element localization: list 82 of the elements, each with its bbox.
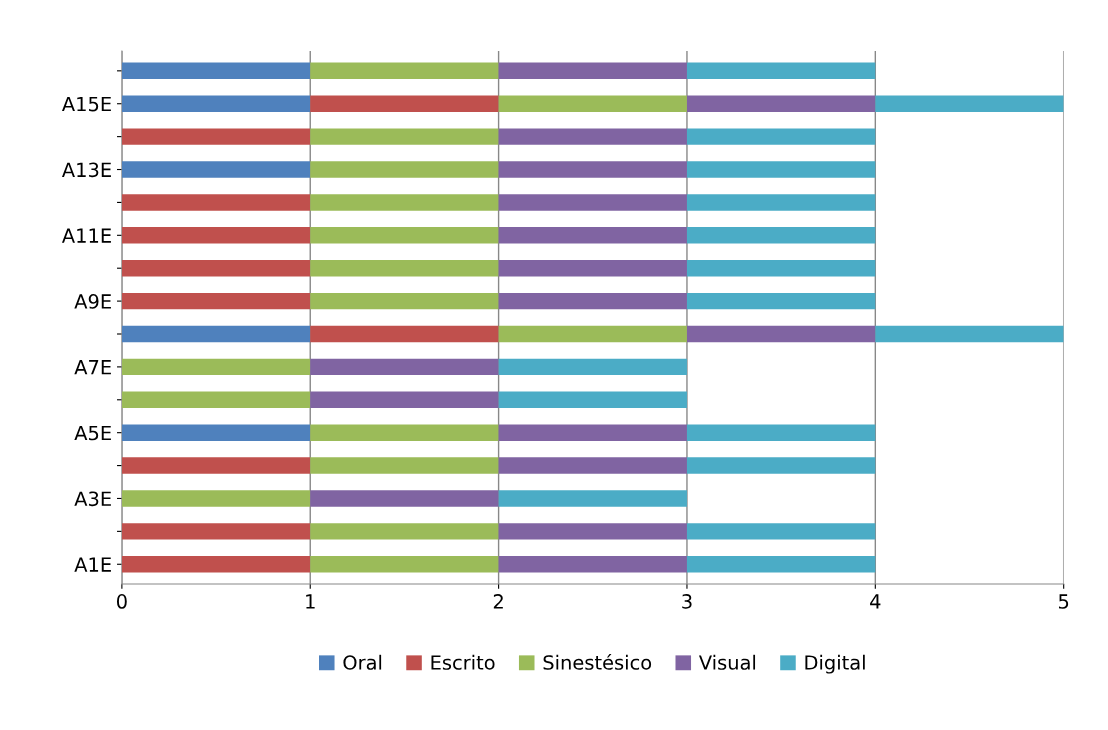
bar — [121, 95, 311, 112]
bar — [121, 292, 311, 310]
bar — [310, 457, 499, 474]
bar — [310, 128, 499, 145]
bar — [686, 325, 876, 343]
bar — [310, 424, 499, 441]
bar — [498, 227, 687, 244]
bar — [686, 292, 876, 310]
bar — [875, 95, 1064, 112]
bar — [686, 95, 876, 112]
bar — [310, 391, 499, 409]
bar — [498, 490, 687, 507]
bar — [121, 259, 311, 277]
bar — [310, 292, 499, 310]
bar — [498, 358, 687, 376]
bar — [498, 424, 687, 441]
bar — [121, 490, 311, 507]
bar — [498, 325, 687, 343]
bar — [686, 62, 876, 80]
bar — [686, 523, 876, 540]
bar — [686, 227, 876, 244]
bar — [498, 161, 687, 178]
bar — [686, 424, 876, 441]
y-tick-label: A5E — [74, 425, 111, 441]
bar — [498, 62, 687, 80]
bar — [310, 161, 499, 178]
legend-label: Oral — [343, 654, 382, 670]
bar — [498, 95, 687, 112]
x-tick-label: 5 — [1059, 594, 1069, 609]
bar — [310, 490, 499, 507]
bar — [875, 325, 1064, 343]
bar — [498, 457, 687, 474]
legend-label: Sinestésico — [543, 654, 652, 670]
bar — [121, 62, 311, 80]
bar — [686, 457, 876, 474]
bar — [121, 194, 311, 211]
bar — [121, 556, 311, 573]
bar — [686, 161, 876, 178]
bar — [498, 194, 687, 211]
bar — [121, 358, 311, 376]
bar — [498, 259, 687, 277]
y-tick-label: A15E — [61, 96, 111, 112]
legend-label: Digital — [805, 654, 865, 674]
y-tick-label: A11E — [61, 228, 111, 243]
legend-label: Escrito — [431, 654, 495, 670]
bar — [310, 227, 499, 244]
bar — [498, 523, 687, 540]
x-tick-label: 4 — [870, 594, 881, 609]
bar — [121, 424, 311, 441]
bar — [686, 128, 876, 145]
bar — [310, 523, 499, 540]
bar — [121, 325, 311, 343]
bar — [121, 457, 311, 474]
x-tick-label: 3 — [682, 594, 692, 609]
legend-label: Visual — [698, 654, 756, 670]
bar — [310, 325, 499, 343]
bar — [121, 523, 311, 540]
bar — [121, 128, 311, 145]
bar — [121, 391, 311, 409]
bar — [310, 556, 499, 573]
bar — [498, 556, 687, 573]
bar — [121, 227, 311, 244]
bar — [686, 259, 876, 277]
bar — [686, 556, 876, 573]
bar — [310, 358, 499, 376]
bar — [498, 292, 687, 310]
y-tick-label: A3E — [74, 491, 111, 507]
x-tick-label: 0 — [116, 594, 127, 609]
bar — [310, 62, 499, 80]
bar — [310, 95, 499, 112]
bar — [310, 194, 499, 211]
x-tick-label: 2 — [493, 594, 503, 609]
bar — [498, 391, 687, 409]
y-tick-label: A13E — [61, 162, 111, 178]
bar — [498, 128, 687, 145]
bar — [121, 161, 311, 178]
y-tick-label: A7E — [74, 360, 111, 375]
bar — [310, 259, 499, 277]
y-tick-label: A9E — [74, 294, 111, 309]
y-tick-label: A1E — [74, 557, 111, 572]
bar — [686, 194, 876, 211]
x-tick-label: 1 — [306, 594, 315, 609]
